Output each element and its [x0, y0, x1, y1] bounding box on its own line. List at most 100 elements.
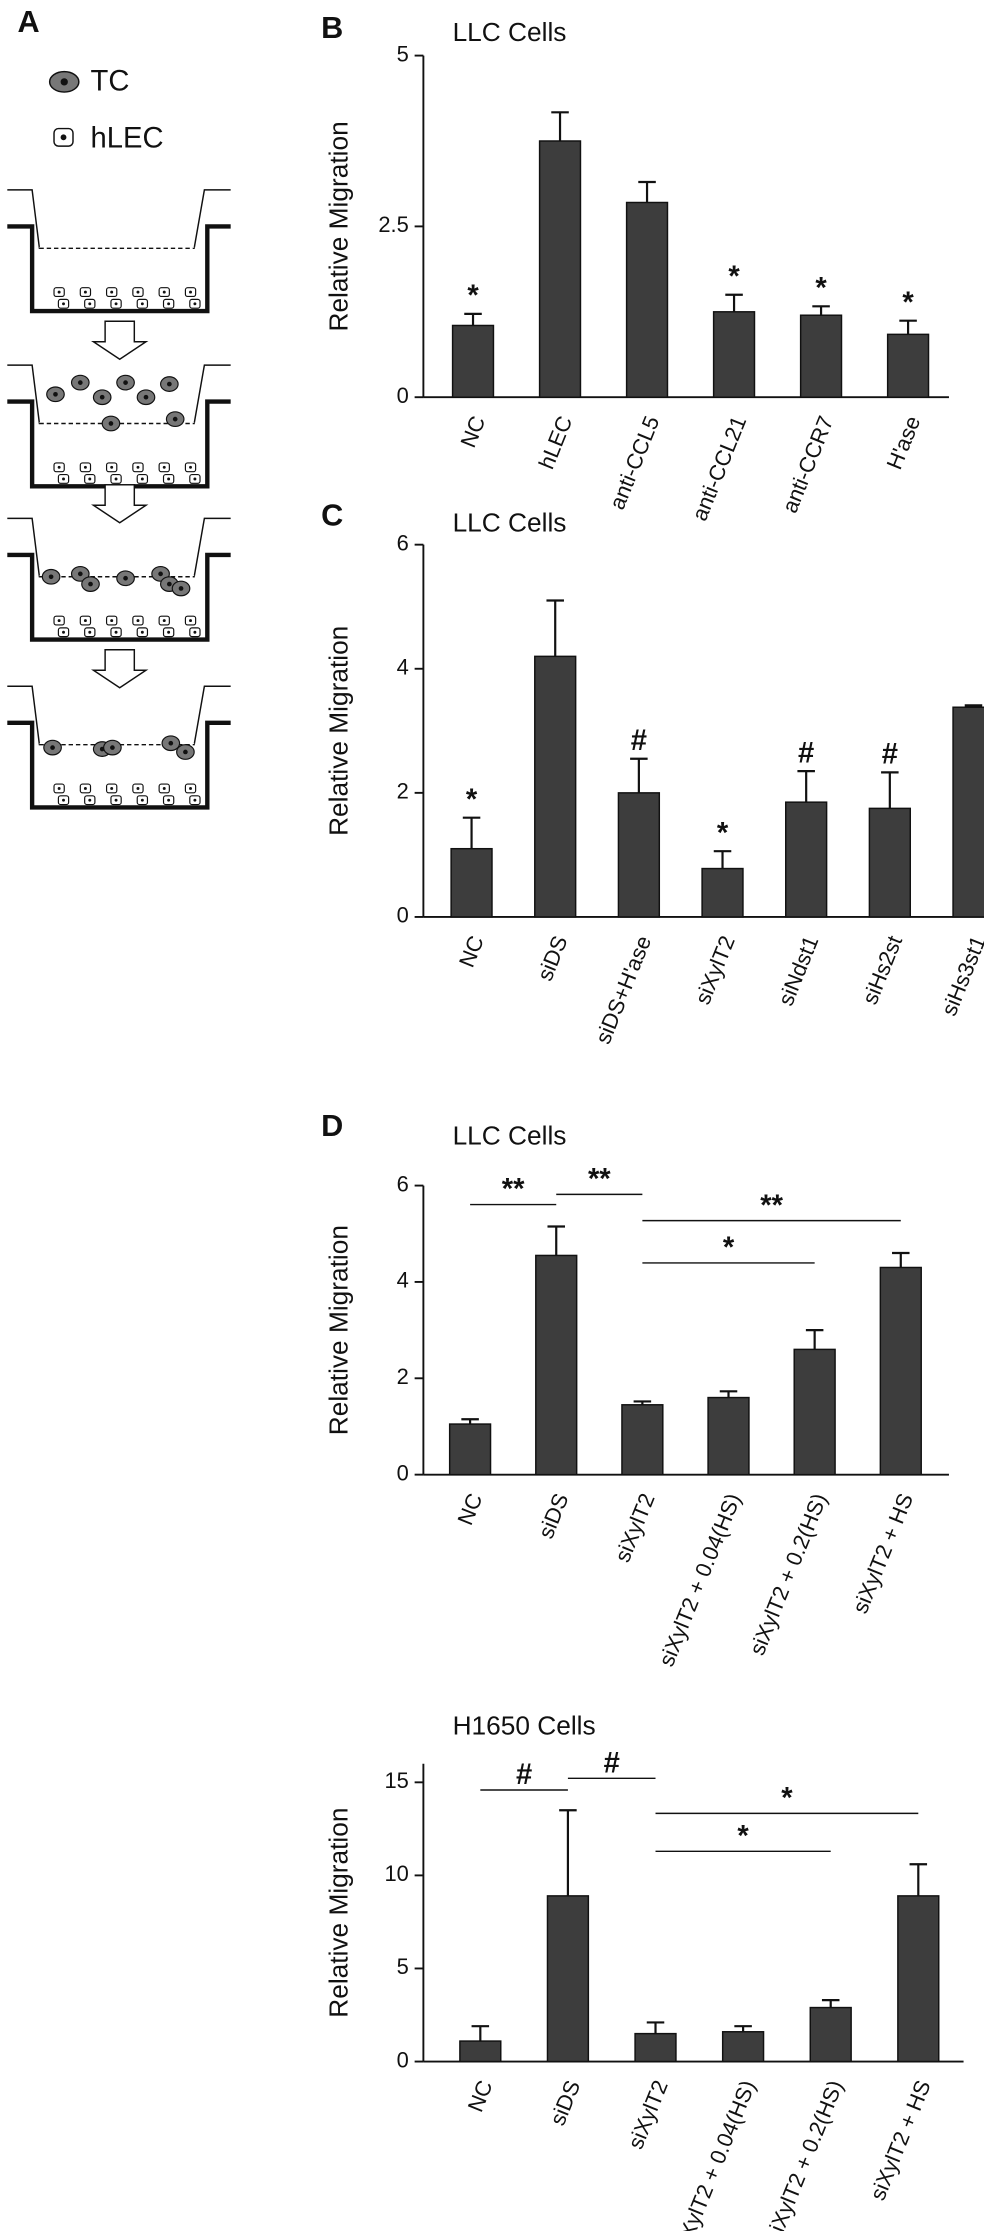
bar — [793, 1348, 836, 1476]
significance-label: # — [516, 1759, 532, 1791]
bar — [546, 1895, 590, 2063]
chart: H1650 Cells Relative Migration 0 5 10 15 NC siD… — [323, 1711, 964, 2231]
error-bar — [471, 2025, 490, 2042]
error-bar — [881, 771, 899, 809]
error-bar — [646, 2021, 665, 2034]
error-bar — [713, 850, 732, 869]
error-bar — [719, 1390, 738, 1398]
significance-mark: * — [815, 273, 827, 305]
error-bar — [964, 704, 983, 708]
x-tick-label: siHs3st1 — [936, 932, 984, 1019]
error-bar — [633, 1400, 652, 1405]
error-bar — [630, 757, 648, 793]
x-tick-label: siDS — [533, 1490, 573, 1542]
x-tick-label: siXylT2 + 0.04(HS) — [654, 1490, 746, 1670]
bar — [799, 314, 843, 398]
bar — [538, 140, 582, 398]
error-bar — [899, 319, 917, 335]
panel-label: A — [18, 5, 40, 39]
error-bar — [909, 1863, 928, 1896]
bar — [809, 2006, 852, 2063]
significance-label: * — [781, 1783, 793, 1815]
chart: D LLC Cells Relative Migration 0 2 4 6 NC siDS si… — [321, 1109, 949, 1670]
bar — [617, 792, 661, 918]
x-tick-label: anti-CCL21 — [687, 412, 752, 524]
x-tick-label: siXylT2 + HS — [847, 1490, 918, 1617]
y-tick-label: 0 — [397, 903, 409, 928]
significance-label: * — [737, 1820, 749, 1852]
x-tick-label: siDS — [545, 2077, 585, 2129]
bar — [634, 2032, 677, 2063]
y-tick-label: 2 — [397, 1364, 409, 1389]
error-bar — [546, 599, 564, 657]
significance-mark: * — [467, 280, 479, 312]
y-tick-label: 5 — [397, 1954, 409, 1979]
chart: B LLC Cells Relative Migration 0 2.5 5 * NC hLEC… — [321, 11, 949, 524]
significance-mark: * — [717, 817, 729, 849]
y-tick-label: 6 — [397, 530, 409, 555]
bar — [712, 311, 756, 398]
chart-title: LLC Cells — [453, 508, 567, 538]
bar — [621, 1404, 664, 1476]
significance-mark: # — [798, 737, 814, 769]
y-axis-label: Relative Migration — [323, 626, 353, 836]
error-bar — [725, 293, 743, 312]
bar — [450, 847, 493, 918]
bar — [886, 333, 930, 398]
x-tick-label: siDS — [532, 932, 572, 984]
error-bar — [797, 770, 815, 803]
bar — [701, 867, 744, 918]
chart-title: LLC Cells — [453, 17, 567, 47]
error-bar — [461, 1418, 479, 1425]
error-bar — [805, 1329, 824, 1350]
bar — [451, 324, 495, 398]
significance-mark: # — [882, 739, 898, 771]
y-tick-label: 0 — [397, 1460, 409, 1485]
x-tick-label: siXylT2 + 0.04(HS) — [668, 2077, 760, 2231]
x-tick-label: siNdst1 — [773, 932, 824, 1009]
panel-label: C — [321, 499, 343, 533]
bar — [868, 807, 912, 918]
x-tick-label: H'ase — [882, 412, 926, 473]
x-tick-label: NC — [463, 2077, 498, 2116]
significance-label: # — [604, 1747, 620, 1779]
x-tick-label: NC — [452, 1490, 487, 1529]
diagram: A TC hLEC — [7, 5, 230, 807]
y-tick-label: 4 — [397, 1268, 409, 1293]
x-tick-label: anti-CCL5 — [604, 412, 664, 513]
bar — [785, 801, 828, 918]
significance-mark: * — [902, 287, 914, 319]
error-bar — [892, 1251, 910, 1268]
error-bar — [462, 816, 481, 849]
x-tick-label: siXylT2 + HS — [865, 2077, 936, 2204]
significance-mark: # — [631, 725, 647, 757]
x-tick-label: anti-CCR7 — [777, 412, 838, 516]
bar — [625, 201, 669, 398]
y-axis-label: Relative Migration — [323, 1225, 353, 1435]
error-bar — [812, 305, 830, 316]
bar — [897, 1895, 940, 2063]
y-tick-label: 0 — [397, 383, 409, 408]
y-axis-label: Relative Migration — [323, 1808, 353, 2018]
significance-label: ** — [588, 1163, 611, 1195]
error-bar — [821, 1999, 840, 2008]
y-tick-label: 5 — [397, 41, 409, 66]
error-bar — [464, 312, 482, 326]
bar — [707, 1396, 750, 1476]
chart-title: H1650 Cells — [453, 1711, 596, 1741]
x-tick-label: siHs2st — [857, 932, 907, 1008]
significance-mark: * — [728, 261, 740, 293]
bar — [721, 2031, 765, 2063]
panel-label: B — [321, 11, 343, 45]
x-tick-label: hLEC — [534, 412, 578, 472]
significance-label: ** — [760, 1190, 783, 1222]
chart: C LLC Cells Relative Migration 0 2 4 6 * NC siDS #… — [321, 499, 984, 1047]
x-tick-label: siXylT2 + 0.2(HS) — [760, 2077, 848, 2231]
x-tick-label: siXylT2 — [690, 932, 740, 1008]
y-tick-label: 15 — [384, 1768, 408, 1793]
x-tick-label: NC — [454, 932, 489, 971]
legend-label: hLEC — [91, 123, 164, 155]
error-bar — [551, 111, 569, 141]
y-tick-label: 0 — [397, 2047, 409, 2072]
